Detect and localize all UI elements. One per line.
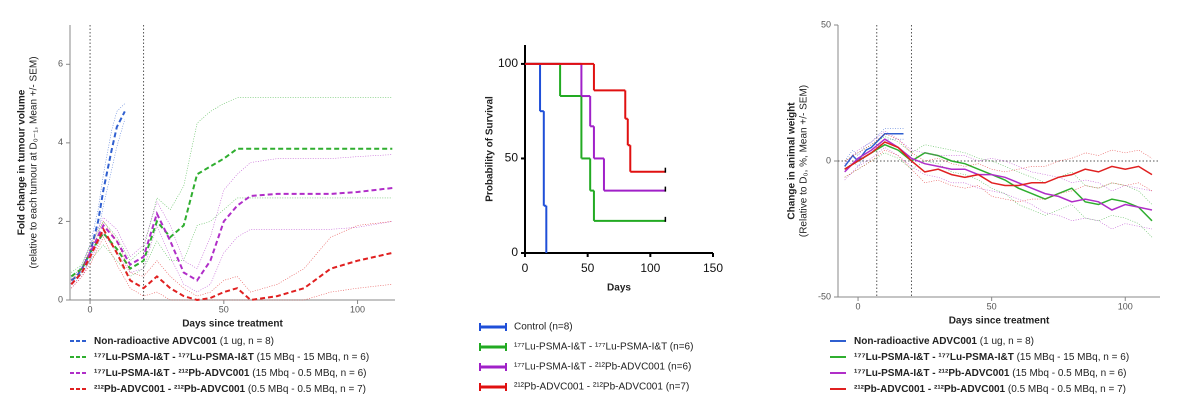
legend-name: ²¹²Pb-ADVC001 - ²¹²Pb-ADVC001 bbox=[854, 384, 1006, 395]
mean-line bbox=[70, 110, 126, 282]
sem-line bbox=[844, 133, 1153, 173]
sem-line bbox=[71, 103, 126, 279]
sem-line bbox=[71, 119, 126, 283]
legend-label: Non-radioactive ADVC001 (1 ug, n = 8) bbox=[94, 336, 274, 347]
x-tick-label: 0 bbox=[88, 304, 93, 314]
mean-line bbox=[70, 147, 393, 278]
y-tick-label: 50 bbox=[505, 151, 519, 165]
legend-note: (1 ug, n = 8) bbox=[980, 336, 1034, 347]
y-axis-label: Probability of Survival bbox=[485, 96, 496, 202]
legend-name: ¹⁷⁷Lu-PSMA-I&T - ¹⁷⁷Lu-PSMA-I&T bbox=[854, 352, 1014, 363]
legend-label: ¹⁷⁷Lu-PSMA-I&T - ¹⁷⁷Lu-PSMA-I&T (15 MBq … bbox=[94, 352, 369, 363]
legend-note: (15 MBq - 15 MBq, n = 6) bbox=[1017, 352, 1130, 363]
legend-name: Non-radioactive ADVC001 bbox=[94, 336, 217, 347]
x-tick-label: 100 bbox=[640, 261, 660, 275]
y-tick-label: -50 bbox=[818, 291, 831, 301]
y-tick-label: 2 bbox=[58, 216, 63, 226]
legend-note: (0.5 MBq - 0.5 MBq, n = 7) bbox=[248, 384, 366, 395]
sem-line bbox=[844, 149, 1153, 203]
y-axis-note: (Relative to D₀, %, Mean +/- SEM) bbox=[799, 85, 810, 237]
x-tick-label: 50 bbox=[219, 304, 229, 314]
x-axis-label: Days since treatment bbox=[949, 316, 1050, 327]
x-tick-label: 50 bbox=[987, 301, 997, 311]
legend-note: (0.5 MBq - 0.5 MBq, n = 7) bbox=[1008, 384, 1126, 395]
y-tick-label: 0 bbox=[826, 155, 831, 165]
legend-label: ¹⁷⁷Lu-PSMA-I&T - ²¹²Pb-ADVC001 (n=6) bbox=[514, 362, 691, 373]
y-axis-note: (relative to each tumour at D₀₋₁, Mean +… bbox=[29, 56, 40, 268]
legend-label: Non-radioactive ADVC001 (1 ug, n = 8) bbox=[854, 336, 1034, 347]
sem-line bbox=[844, 147, 1153, 230]
legend-label: ¹⁷⁷Lu-PSMA-I&T - ²¹²Pb-ADVC001 (15 Mbq -… bbox=[94, 368, 366, 379]
y-tick-label: 4 bbox=[58, 137, 63, 147]
sem-line bbox=[71, 221, 393, 293]
x-axis-label: Days bbox=[607, 283, 631, 294]
x-tick-label: 0 bbox=[522, 261, 529, 275]
y-tick-label: 50 bbox=[821, 19, 831, 29]
x-tick-label: 50 bbox=[581, 261, 595, 275]
y-tick-label: 6 bbox=[58, 59, 63, 69]
legend-label: ¹⁷⁷Lu-PSMA-I&T - ¹⁷⁷Lu-PSMA-I&T (n=6) bbox=[514, 342, 693, 353]
legend-note: (15 Mbq - 0.5 MBq, n = 6) bbox=[1012, 368, 1126, 379]
legend-label: ²¹²Pb-ADVC001 - ²¹²Pb-ADVC001 (0.5 MBq -… bbox=[94, 384, 366, 395]
legend-name: ¹⁷⁷Lu-PSMA-I&T - ²¹²Pb-ADVC001 bbox=[854, 368, 1010, 379]
mean-line bbox=[844, 138, 1153, 211]
legend-label: Control (n=8) bbox=[514, 322, 573, 333]
sem-line bbox=[71, 97, 393, 273]
legend-name: Non-radioactive ADVC001 bbox=[854, 336, 977, 347]
x-tick-label: 0 bbox=[856, 301, 861, 311]
x-axis-label: Days since treatment bbox=[182, 319, 283, 330]
x-tick-label: 100 bbox=[1118, 301, 1133, 311]
sem-line bbox=[844, 128, 904, 162]
legend-label: ²¹²Pb-ADVC001 - ²¹²Pb-ADVC001 (0.5 MBq -… bbox=[854, 384, 1126, 395]
x-tick-label: 150 bbox=[703, 261, 723, 275]
legend-label: ²¹²Pb-ADVC001 - ²¹²Pb-ADVC001 (n=7) bbox=[514, 382, 689, 393]
y-tick-label: 0 bbox=[511, 245, 518, 259]
sem-line bbox=[844, 136, 1153, 205]
sem-line bbox=[71, 197, 393, 281]
legend-note: (1 ug, n = 8) bbox=[220, 336, 274, 347]
mean-line bbox=[844, 141, 1153, 187]
legend-label: ¹⁷⁷Lu-PSMA-I&T - ¹⁷⁷Lu-PSMA-I&T (15 MBq … bbox=[854, 352, 1129, 363]
legend-name: ²¹²Pb-ADVC001 - ²¹²Pb-ADVC001 bbox=[94, 384, 246, 395]
legend-label: ¹⁷⁷Lu-PSMA-I&T - ²¹²Pb-ADVC001 (15 Mbq -… bbox=[854, 368, 1126, 379]
sem-line bbox=[71, 236, 393, 301]
mean-line bbox=[70, 187, 393, 285]
y-tick-label: 0 bbox=[58, 294, 63, 304]
sem-line bbox=[71, 154, 393, 281]
y-axis-label: Change in animal weight bbox=[787, 102, 798, 220]
sem-line bbox=[844, 130, 1153, 192]
sem-line bbox=[844, 152, 1153, 238]
legend-name: ¹⁷⁷Lu-PSMA-I&T - ²¹²Pb-ADVC001 bbox=[94, 368, 250, 379]
legend-note: (15 MBq - 15 MBq, n = 6) bbox=[257, 352, 370, 363]
mean-line bbox=[844, 143, 1153, 222]
legend-name: ¹⁷⁷Lu-PSMA-I&T - ¹⁷⁷Lu-PSMA-I&T bbox=[94, 352, 254, 363]
mean-line bbox=[70, 227, 393, 302]
legend-note: (15 Mbq - 0.5 MBq, n = 6) bbox=[252, 368, 366, 379]
y-axis-label: Fold change in tumour volume bbox=[17, 89, 28, 235]
mean-line bbox=[844, 133, 904, 167]
x-tick-label: 100 bbox=[350, 304, 365, 314]
y-tick-label: 100 bbox=[498, 56, 518, 70]
